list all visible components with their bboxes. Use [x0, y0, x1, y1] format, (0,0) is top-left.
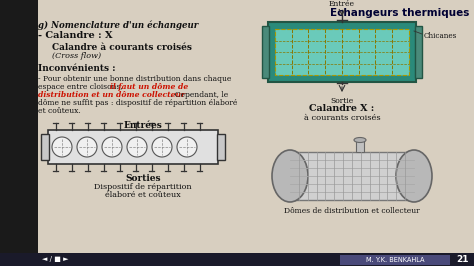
Text: Inconvénients :: Inconvénients :	[38, 64, 116, 73]
Text: il faut un dôme de: il faut un dôme de	[110, 83, 188, 91]
Ellipse shape	[272, 150, 308, 202]
Text: Calandre X :: Calandre X :	[310, 104, 374, 113]
Text: . Cependant, le: . Cependant, le	[170, 91, 228, 99]
Text: Echangeurs thermiques: Echangeurs thermiques	[329, 8, 469, 18]
Text: g) Nomenclature d'un échangeur: g) Nomenclature d'un échangeur	[38, 20, 198, 30]
Text: M. Y.K. BENKAHLA: M. Y.K. BENKAHLA	[366, 256, 424, 263]
Ellipse shape	[152, 137, 172, 157]
Text: 21: 21	[457, 255, 469, 264]
Bar	[268, 22, 416, 82]
Text: ◄ / ■ ►: ◄ / ■ ►	[42, 256, 69, 263]
Ellipse shape	[177, 137, 197, 157]
Bar	[41, 134, 49, 160]
Text: Sortie: Sortie	[330, 97, 354, 105]
Text: Entrées: Entrées	[124, 121, 163, 130]
Text: et coûteux.: et coûteux.	[38, 107, 81, 115]
Bar	[217, 134, 225, 160]
Text: à courants croisés: à courants croisés	[304, 114, 380, 122]
Bar	[48, 130, 218, 164]
Ellipse shape	[102, 137, 122, 157]
Ellipse shape	[396, 150, 432, 202]
Text: Dispositif de répartition: Dispositif de répartition	[94, 183, 192, 191]
Text: - Calandre : X: - Calandre : X	[38, 31, 113, 40]
Text: espace entre cloisons,: espace entre cloisons,	[38, 83, 125, 91]
Text: Dômes de distribution et collecteur: Dômes de distribution et collecteur	[284, 207, 420, 215]
Text: - Pour obtenir une bonne distribution dans chaque: - Pour obtenir une bonne distribution da…	[38, 75, 231, 83]
Text: Calandre à courants croisés: Calandre à courants croisés	[52, 43, 192, 52]
Ellipse shape	[77, 137, 97, 157]
Bar	[0, 0, 38, 266]
Text: (Cross flow): (Cross flow)	[52, 52, 101, 60]
Text: Entrée: Entrée	[329, 0, 355, 8]
Bar	[0, 253, 474, 266]
Ellipse shape	[52, 137, 72, 157]
Text: Sorties: Sorties	[125, 174, 161, 183]
Text: élaboré et coûteux: élaboré et coûteux	[105, 191, 181, 199]
Bar	[356, 140, 364, 152]
Bar	[340, 255, 450, 264]
Bar	[415, 26, 422, 78]
Bar	[290, 152, 414, 200]
Bar	[275, 29, 409, 75]
Text: dôme ne suffit pas : dispositif de répartition élaboré: dôme ne suffit pas : dispositif de répar…	[38, 99, 237, 107]
Text: Chicanes: Chicanes	[424, 32, 457, 40]
Bar	[262, 26, 269, 78]
Ellipse shape	[127, 137, 147, 157]
Ellipse shape	[354, 138, 366, 143]
Text: distribution et un dôme collecteur: distribution et un dôme collecteur	[38, 91, 185, 99]
